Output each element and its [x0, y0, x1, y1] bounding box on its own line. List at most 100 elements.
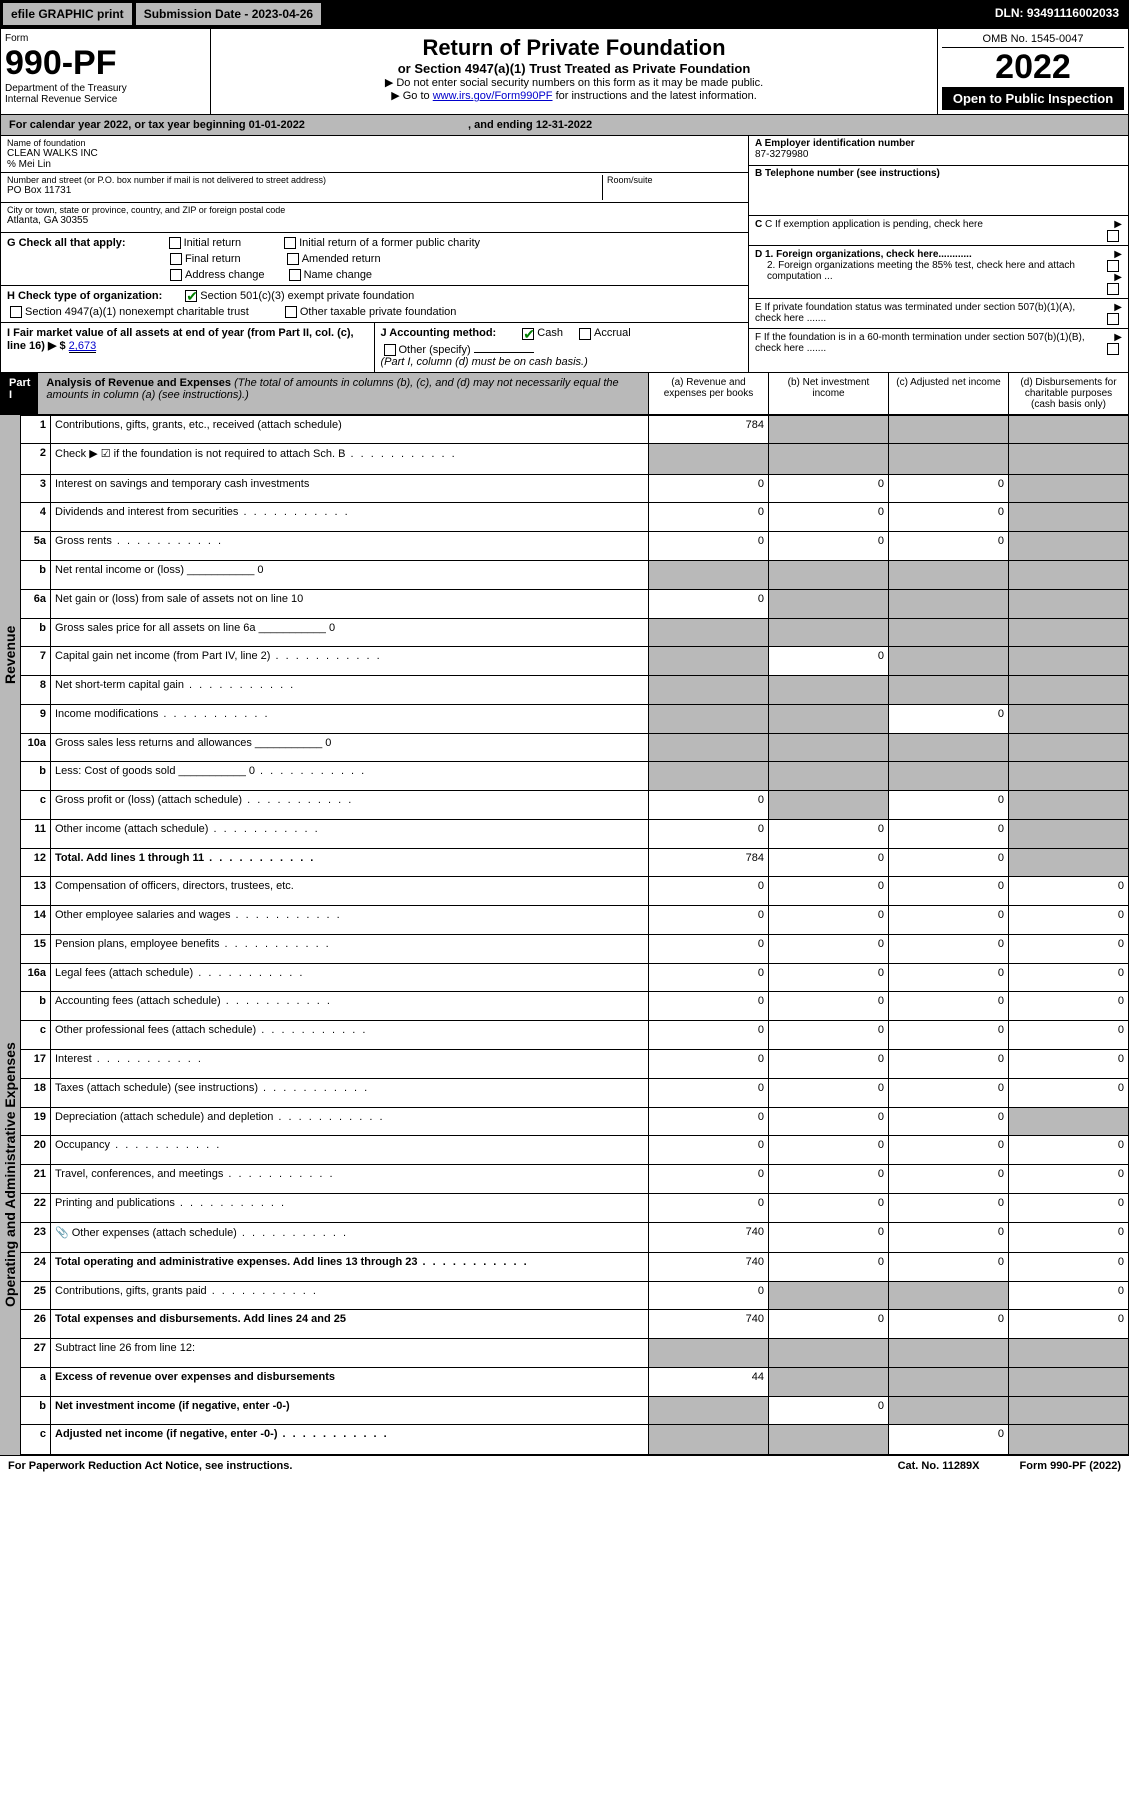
j-label: J Accounting method:: [381, 327, 497, 339]
4947-checkbox[interactable]: [10, 306, 22, 318]
addr-change-checkbox[interactable]: [170, 269, 182, 281]
other-specify-line[interactable]: [474, 352, 534, 353]
amended-checkbox[interactable]: [287, 253, 299, 265]
value-col-c: 0: [889, 934, 1009, 963]
row-number: 22: [21, 1193, 51, 1222]
row-number: 1: [21, 415, 51, 444]
col-a-header: (a) Revenue and expenses per books: [648, 373, 768, 414]
initial-former-label: Initial return of a former public charit…: [299, 237, 480, 249]
value-col-d: 0: [1009, 1050, 1129, 1079]
value-col-a: 0: [649, 906, 769, 935]
row-number: c: [21, 791, 51, 820]
j-note: (Part I, column (d) must be on cash basi…: [381, 356, 743, 368]
header-center: Return of Private Foundation or Section …: [211, 29, 938, 114]
value-col-b: 0: [769, 647, 889, 676]
table-row: 20Occupancy0000: [21, 1136, 1129, 1165]
value-col-c: [889, 561, 1009, 590]
other-method-checkbox[interactable]: [384, 344, 396, 356]
table-row: 11Other income (attach schedule)000: [21, 819, 1129, 848]
cash-checkbox[interactable]: [522, 328, 534, 340]
value-col-d: 0: [1009, 1136, 1129, 1165]
f-checkbox[interactable]: [1107, 343, 1119, 355]
value-col-a: 0: [649, 1107, 769, 1136]
table-row: 10aGross sales less returns and allowanc…: [21, 733, 1129, 762]
name-change-label: Name change: [304, 269, 373, 281]
d1-checkbox[interactable]: [1107, 260, 1119, 272]
table-row: 21Travel, conferences, and meetings0000: [21, 1165, 1129, 1194]
value-col-c: 0: [889, 1252, 1009, 1281]
table-row: cOther professional fees (attach schedul…: [21, 1021, 1129, 1050]
row-number: b: [21, 1396, 51, 1425]
value-col-a: [649, 1396, 769, 1425]
d2-checkbox[interactable]: [1107, 283, 1119, 295]
row-description: Interest: [51, 1050, 649, 1079]
value-col-b: 0: [769, 1021, 889, 1050]
e-checkbox[interactable]: [1107, 313, 1119, 325]
value-col-b: [769, 561, 889, 590]
final-return-checkbox[interactable]: [170, 253, 182, 265]
value-col-c: 0: [889, 1193, 1009, 1222]
value-col-d: 0: [1009, 992, 1129, 1021]
row-number: b: [21, 618, 51, 647]
phone-cell: B Telephone number (see instructions): [749, 166, 1128, 216]
value-col-a: 0: [649, 1050, 769, 1079]
row-number: c: [21, 1021, 51, 1050]
value-col-a: 0: [649, 589, 769, 618]
value-col-a: 0: [649, 474, 769, 503]
value-col-a: 0: [649, 791, 769, 820]
row-number: 24: [21, 1252, 51, 1281]
value-col-a: [649, 561, 769, 590]
irs-link[interactable]: www.irs.gov/Form990PF: [433, 90, 553, 102]
value-col-d: [1009, 618, 1129, 647]
initial-return-checkbox[interactable]: [169, 237, 181, 249]
value-col-b: 0: [769, 1136, 889, 1165]
value-col-d: 0: [1009, 906, 1129, 935]
other-taxable-checkbox[interactable]: [285, 306, 297, 318]
value-col-c: 0: [889, 877, 1009, 906]
value-col-b: 0: [769, 848, 889, 877]
instr2-pre: ▶ Go to: [391, 90, 432, 102]
501c3-checkbox[interactable]: [185, 290, 197, 302]
table-row: bLess: Cost of goods sold ___________ 0: [21, 762, 1129, 791]
i-label: I Fair market value of all assets at end…: [7, 327, 354, 352]
dept-label: Department of the Treasury: [5, 83, 206, 94]
value-col-d: [1009, 415, 1129, 444]
row-number: 6a: [21, 589, 51, 618]
value-col-c: [889, 1281, 1009, 1310]
irs-label: Internal Revenue Service: [5, 94, 206, 105]
value-col-d: [1009, 1425, 1129, 1454]
d1-label: D 1. Foreign organizations, check here..…: [755, 249, 972, 260]
row-description: Other professional fees (attach schedule…: [51, 1021, 649, 1050]
i-value[interactable]: 2,673: [69, 340, 97, 353]
value-col-b: 0: [769, 1193, 889, 1222]
value-col-a: 0: [649, 819, 769, 848]
row-description: 📎 Other expenses (attach schedule): [51, 1222, 649, 1252]
value-col-c: [889, 647, 1009, 676]
part1-title: Analysis of Revenue and Expenses: [46, 377, 231, 389]
table-row: 3Interest on savings and temporary cash …: [21, 474, 1129, 503]
g-label: G Check all that apply:: [7, 237, 126, 249]
table-row: 15Pension plans, employee benefits0000: [21, 934, 1129, 963]
value-col-b: 0: [769, 1107, 889, 1136]
value-col-c: 0: [889, 704, 1009, 733]
value-col-b: 0: [769, 1396, 889, 1425]
header-left: Form 990-PF Department of the Treasury I…: [1, 29, 211, 114]
table-row: 19Depreciation (attach schedule) and dep…: [21, 1107, 1129, 1136]
initial-former-checkbox[interactable]: [284, 237, 296, 249]
value-col-a: 0: [649, 877, 769, 906]
row-number: b: [21, 762, 51, 791]
other-taxable-label: Other taxable private foundation: [300, 306, 457, 318]
row-description: Adjusted net income (if negative, enter …: [51, 1425, 649, 1454]
row-description: Check ▶ ☑ if the foundation is not requi…: [51, 444, 649, 474]
h-check-row: H Check type of organization: Section 50…: [1, 286, 748, 323]
table-row: 18Taxes (attach schedule) (see instructi…: [21, 1078, 1129, 1107]
row-description: Gross sales less returns and allowances …: [51, 733, 649, 762]
accrual-checkbox[interactable]: [579, 328, 591, 340]
submission-date-button[interactable]: Submission Date - 2023-04-26: [135, 2, 322, 26]
pending-checkbox[interactable]: [1107, 230, 1119, 242]
efile-button[interactable]: efile GRAPHIC print: [2, 2, 133, 26]
value-col-c: 0: [889, 992, 1009, 1021]
name-change-checkbox[interactable]: [289, 269, 301, 281]
name-label: Name of foundation: [7, 138, 742, 148]
value-col-b: [769, 1367, 889, 1396]
